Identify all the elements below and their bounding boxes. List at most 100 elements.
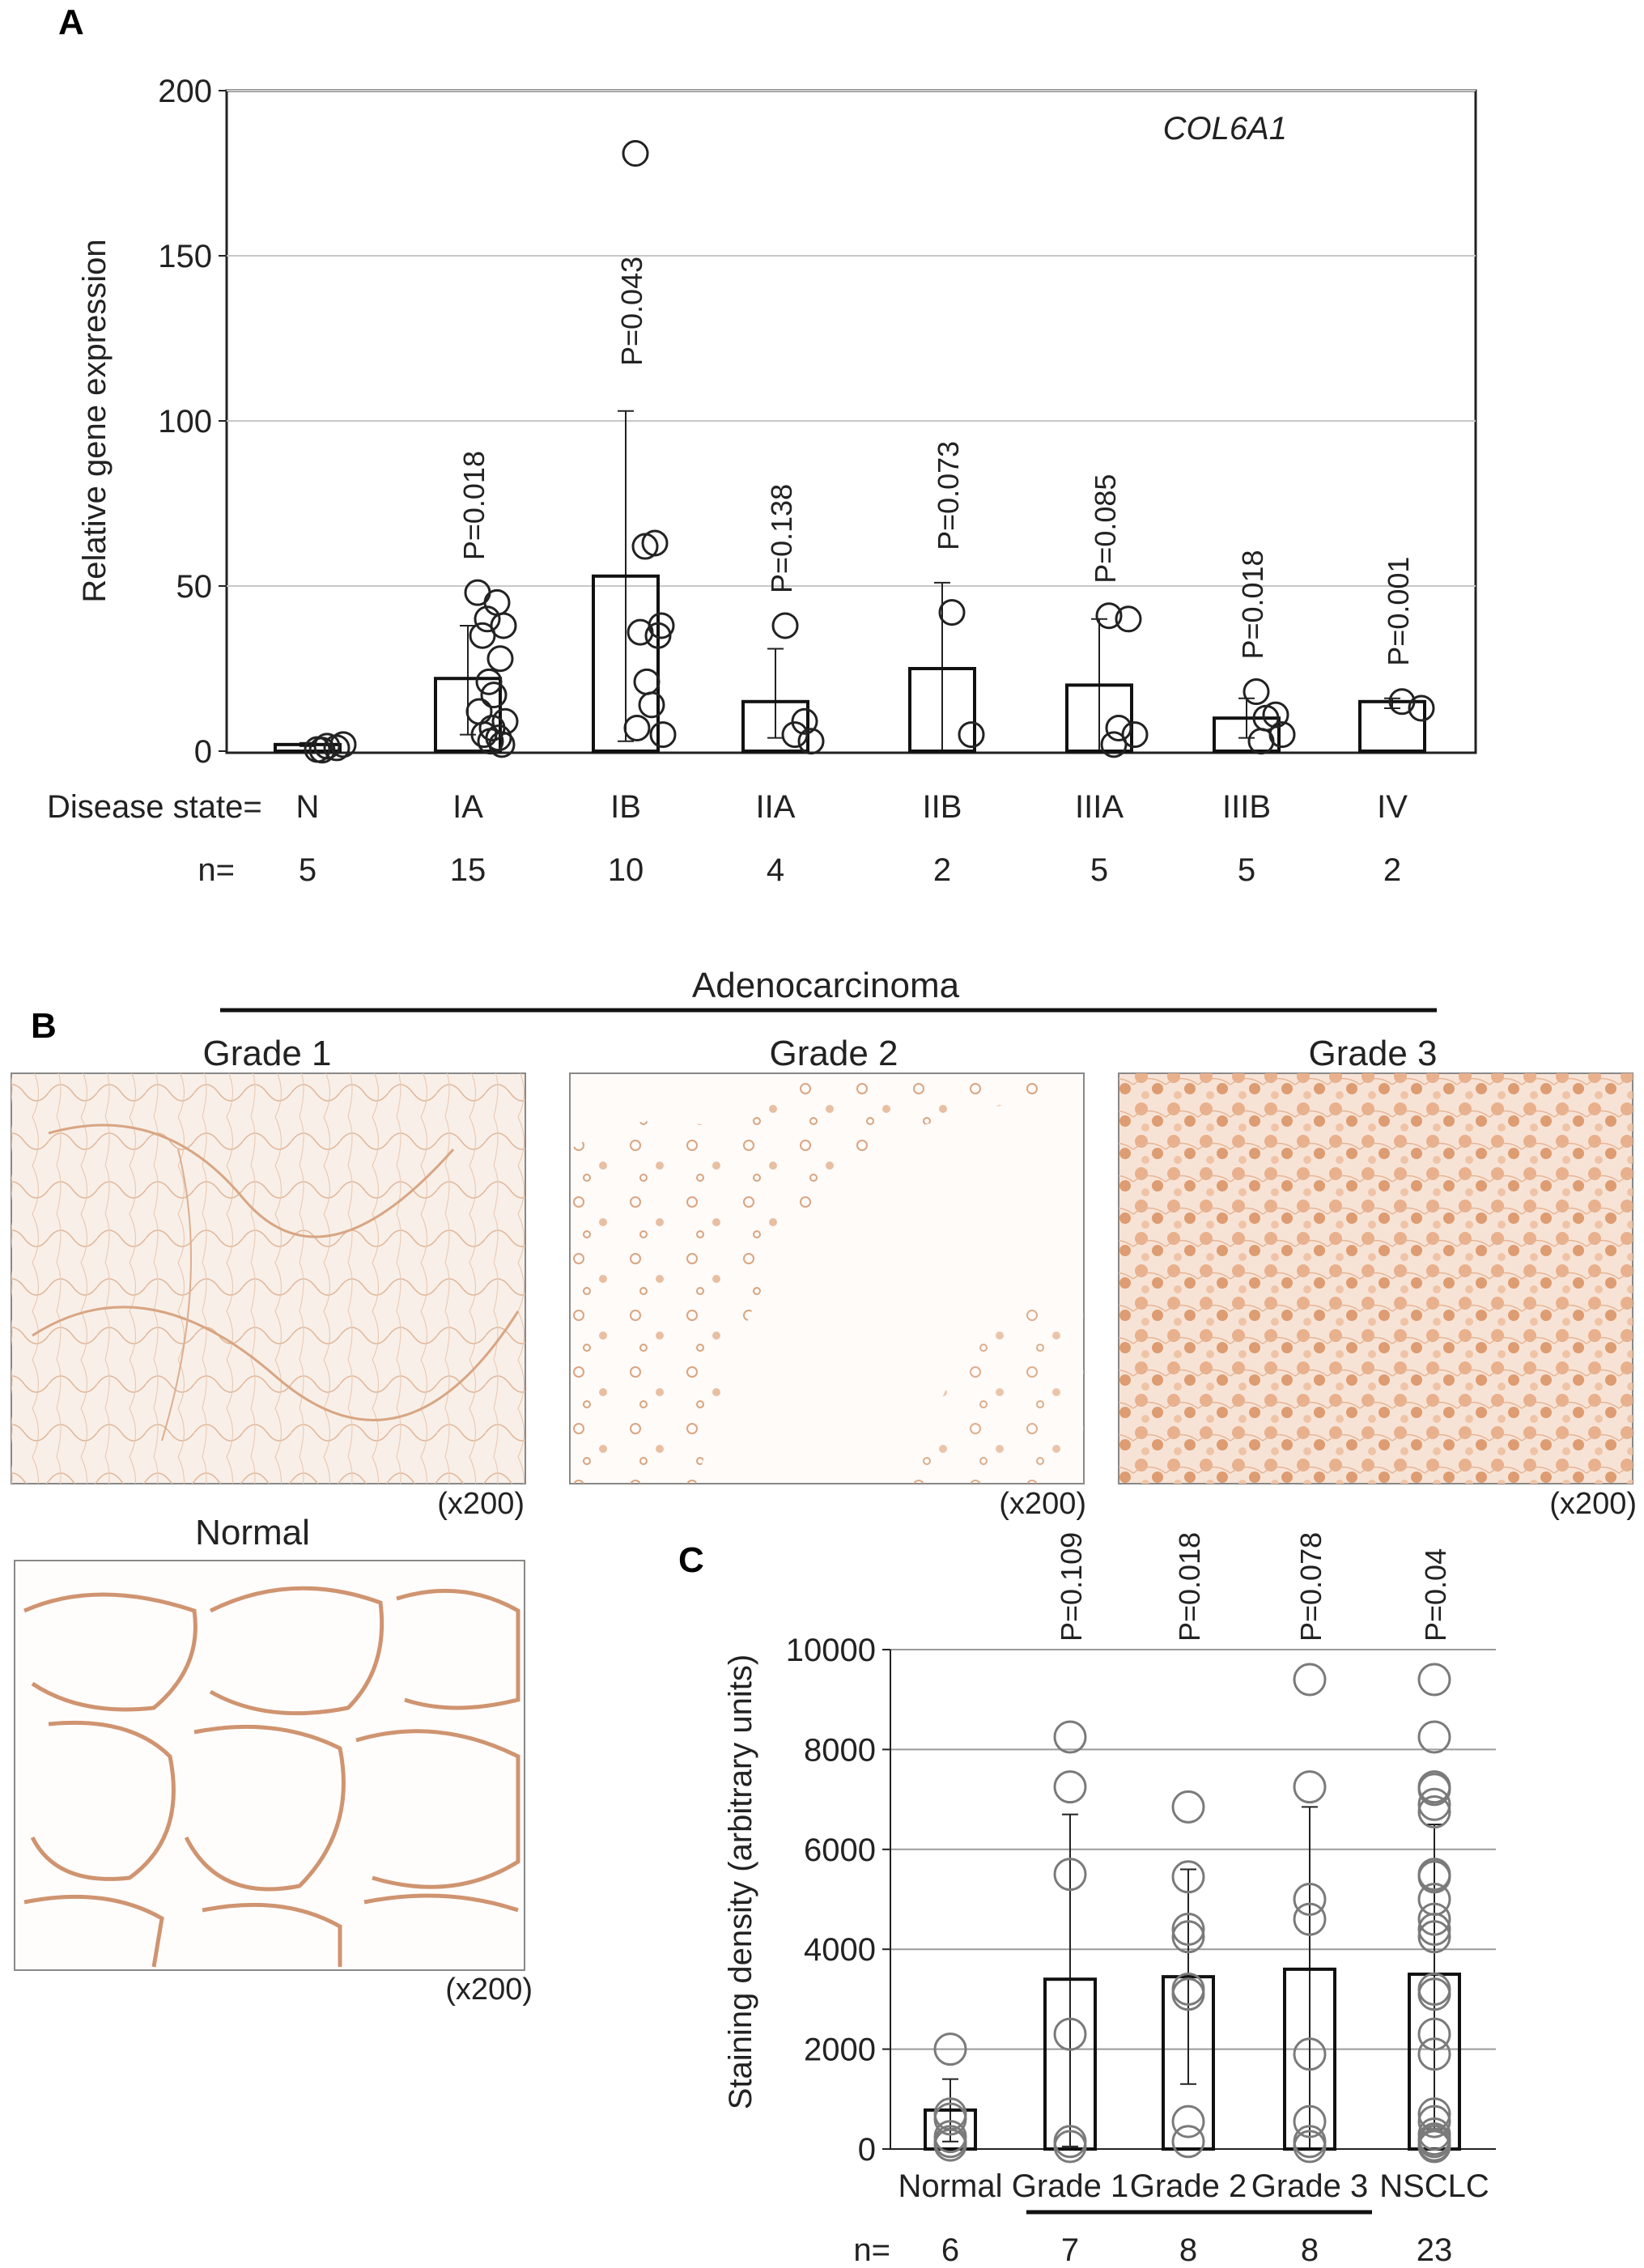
chart-a-gene-title: COL6A1 bbox=[1163, 111, 1287, 147]
data-point bbox=[938, 599, 966, 626]
data-point bbox=[633, 668, 661, 695]
n-value: 23 bbox=[1417, 2232, 1453, 2268]
data-point bbox=[1095, 602, 1123, 630]
data-point bbox=[480, 682, 508, 709]
data-point bbox=[1417, 2017, 1451, 2051]
category-label: IV bbox=[1377, 789, 1408, 825]
n-value: 10 bbox=[608, 852, 644, 888]
adenocarcinoma-label: Adenocarcinoma bbox=[692, 966, 960, 1005]
category-label: Grade 3 bbox=[1251, 2168, 1369, 2204]
data-point bbox=[1417, 1663, 1451, 1697]
p-value-label: P=0.043 bbox=[615, 257, 648, 366]
bar-normal bbox=[924, 2108, 977, 2151]
data-point bbox=[638, 691, 665, 719]
grade-2-title: Grade 2 bbox=[770, 1034, 898, 1073]
data-point bbox=[474, 605, 501, 633]
data-point bbox=[1417, 1920, 1451, 1954]
y-tick-label: 0 bbox=[858, 2132, 876, 2168]
grade-1-title: Grade 1 bbox=[203, 1034, 332, 1073]
data-point bbox=[933, 2032, 967, 2066]
normal-magnification: (x200) bbox=[445, 1973, 533, 2007]
chart-c: Staining density (arbitrary units) n= 0 2… bbox=[723, 1532, 1496, 2268]
y-tick-label: 100 bbox=[158, 404, 212, 440]
n-value: 7 bbox=[1061, 2232, 1079, 2268]
grade-3-magnification: (x200) bbox=[1549, 1487, 1637, 1521]
n-value: 5 bbox=[1090, 852, 1108, 888]
data-point bbox=[1053, 2017, 1087, 2051]
bar-iv bbox=[1358, 699, 1426, 753]
data-point bbox=[1171, 2104, 1205, 2138]
data-point bbox=[1100, 731, 1128, 758]
data-point bbox=[781, 721, 809, 749]
category-label: IIB bbox=[923, 789, 962, 825]
n-value: 8 bbox=[1301, 2232, 1319, 2268]
n-value: 2 bbox=[933, 852, 951, 888]
category-label: Grade 1 bbox=[1012, 2168, 1129, 2204]
data-point bbox=[649, 721, 677, 749]
panel-a-label: A bbox=[58, 2, 84, 42]
data-point bbox=[1293, 2130, 1327, 2164]
y-tick-label: 150 bbox=[158, 239, 212, 274]
data-point bbox=[486, 645, 514, 673]
data-point bbox=[308, 737, 336, 764]
data-point bbox=[1115, 605, 1142, 633]
data-point bbox=[1408, 694, 1435, 722]
p-value-label: P=0.085 bbox=[1089, 474, 1122, 584]
data-point bbox=[771, 612, 799, 639]
category-label: NSCLC bbox=[1379, 2168, 1489, 2204]
p-value-label: P=0.109 bbox=[1055, 1532, 1088, 1642]
data-point bbox=[1417, 1787, 1451, 1821]
p-value-label: P=0.018 bbox=[1236, 550, 1269, 659]
data-point bbox=[1171, 1920, 1205, 1954]
normal-micrograph bbox=[14, 1560, 525, 1971]
n-value: 5 bbox=[299, 852, 316, 888]
data-point bbox=[1417, 1860, 1451, 1894]
chart-c-ylabel: Staining density (arbitrary units) bbox=[723, 1654, 758, 2109]
data-point bbox=[1417, 2104, 1451, 2138]
chart-a: COL6A1 Relative gene expression Disease … bbox=[47, 74, 1477, 888]
data-point bbox=[1417, 1720, 1451, 1754]
p-value-label: P=0.078 bbox=[1294, 1532, 1328, 1642]
data-point bbox=[631, 533, 659, 560]
data-point bbox=[1293, 1663, 1327, 1697]
category-label: IB bbox=[610, 789, 641, 825]
data-point bbox=[623, 714, 651, 741]
p-value-label: P=0.018 bbox=[1173, 1532, 1206, 1642]
data-point bbox=[627, 618, 654, 646]
data-point bbox=[933, 2102, 967, 2136]
panel-c-label: C bbox=[678, 1540, 704, 1580]
data-point bbox=[1053, 2130, 1087, 2164]
data-point bbox=[791, 707, 818, 735]
category-label: IIIA bbox=[1075, 789, 1124, 825]
data-point bbox=[1417, 1773, 1451, 1807]
data-point bbox=[1171, 1977, 1205, 2011]
p-value-label: P=0.138 bbox=[765, 484, 798, 593]
data-point bbox=[1293, 1902, 1327, 1936]
data-point bbox=[1243, 678, 1270, 706]
y-tick-label: 2000 bbox=[804, 2032, 876, 2068]
y-tick-label: 4000 bbox=[804, 1932, 876, 1968]
grade-3-micrograph bbox=[1118, 1072, 1633, 1484]
category-label: Normal bbox=[898, 2168, 1003, 2204]
bar-iiib bbox=[1213, 716, 1281, 754]
data-point bbox=[488, 731, 516, 758]
data-point bbox=[1417, 1902, 1451, 1936]
data-point bbox=[1417, 1977, 1451, 2011]
y-tick-label: 200 bbox=[158, 74, 212, 109]
bar-grade-3 bbox=[1283, 1967, 1336, 2151]
grade-1-magnification: (x200) bbox=[437, 1487, 525, 1521]
data-point bbox=[622, 140, 649, 168]
bar-grade-1 bbox=[1043, 1977, 1097, 2151]
n-value: 5 bbox=[1238, 852, 1255, 888]
data-point bbox=[329, 731, 357, 758]
p-value-label: P=0.018 bbox=[457, 451, 491, 560]
category-label: IIA bbox=[756, 789, 796, 825]
data-point bbox=[469, 622, 496, 649]
grade-2-magnification: (x200) bbox=[999, 1487, 1086, 1521]
data-point bbox=[933, 2128, 967, 2162]
grade-3-title: Grade 3 bbox=[1309, 1034, 1438, 1073]
bar-iib bbox=[908, 667, 976, 753]
p-value-label: P=0.04 bbox=[1419, 1548, 1452, 1642]
p-value-label: P=0.001 bbox=[1382, 557, 1415, 666]
data-point bbox=[313, 733, 341, 760]
